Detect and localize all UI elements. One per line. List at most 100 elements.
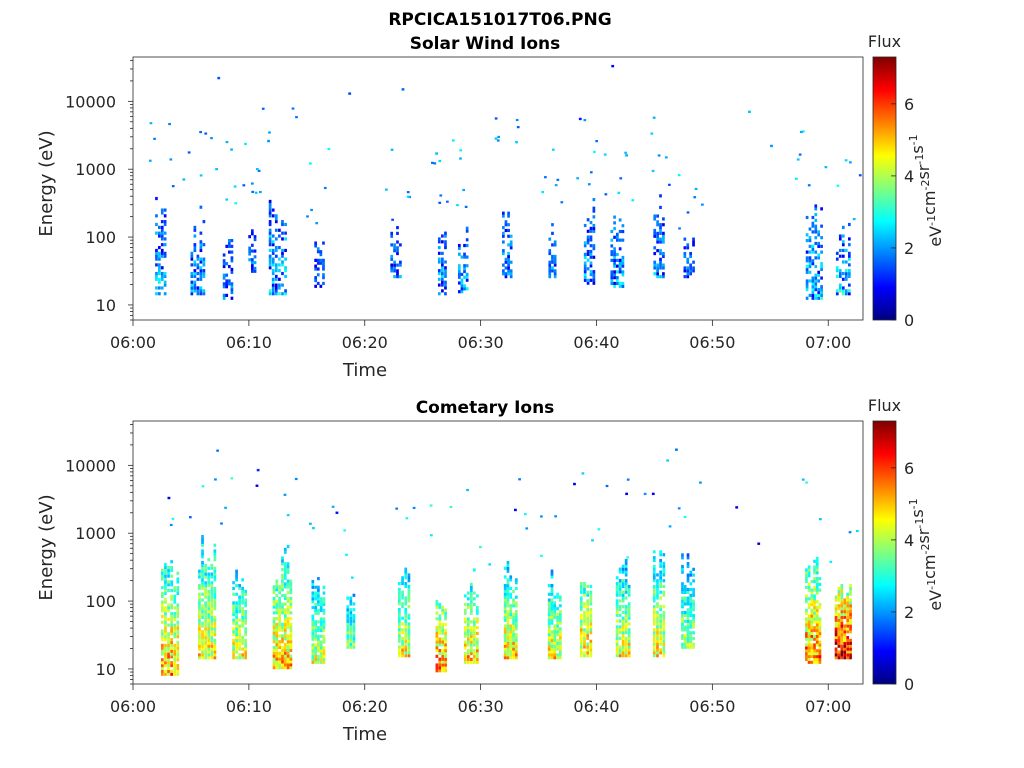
heatmap-cell — [435, 654, 439, 658]
heatmap-point — [267, 139, 270, 143]
heatmap-cell — [652, 633, 656, 638]
heatmap-cell — [281, 640, 284, 644]
heatmap-cell — [553, 604, 557, 608]
heatmap-cell — [207, 609, 211, 614]
heatmap-cell — [583, 252, 587, 256]
heatmap-cell — [201, 592, 204, 596]
heatmap-cell — [820, 262, 823, 266]
heatmap-cell — [470, 620, 473, 624]
heatmap-cell — [656, 275, 659, 279]
heatmap-cell — [592, 244, 596, 248]
heatmap-cell — [210, 589, 214, 593]
heatmap-cell — [624, 628, 628, 632]
heatmap-cell — [618, 584, 622, 589]
heatmap-cell — [589, 272, 593, 277]
heatmap-cell — [514, 612, 518, 617]
heatmap-cell — [624, 639, 628, 643]
heatmap-cell — [349, 628, 353, 632]
heatmap-cell — [316, 273, 320, 277]
heatmap-cell — [193, 286, 197, 290]
heatmap-cell — [271, 234, 275, 238]
heatmap-cell — [514, 624, 518, 628]
heatmap-cell — [689, 254, 692, 259]
heatmap-cell — [579, 633, 583, 638]
x-tick-label: 07:00 — [805, 333, 851, 352]
heatmap-cell — [662, 651, 666, 655]
heatmap-cell — [201, 537, 204, 542]
heatmap-cell — [283, 567, 287, 572]
heatmap-speckle — [466, 488, 469, 492]
heatmap-cell — [438, 663, 442, 667]
heatmap-cell — [506, 560, 510, 565]
heatmap-cell — [652, 605, 656, 609]
heatmap-cell — [621, 281, 625, 286]
heatmap-speckle — [412, 506, 416, 510]
heatmap-cell — [444, 631, 447, 635]
heatmap-cell — [437, 251, 441, 255]
heatmap-cell — [683, 628, 687, 632]
heatmap-cell — [810, 660, 814, 664]
heatmap-cell — [202, 292, 206, 296]
heatmap-cell — [404, 631, 408, 635]
heatmap-cell — [551, 257, 554, 261]
heatmap-cell — [319, 660, 323, 664]
heatmap-cell — [352, 642, 356, 646]
heatmap-cell — [274, 274, 278, 279]
heatmap-cell — [846, 635, 849, 640]
heatmap-speckle — [286, 514, 290, 517]
heatmap-cell — [201, 534, 204, 539]
heatmap-cell — [207, 615, 211, 619]
colorbar-title: Flux — [868, 32, 901, 51]
heatmap-cell — [512, 601, 515, 605]
heatmap-cell — [808, 259, 812, 263]
heatmap-cell — [176, 571, 180, 575]
heatmap-cell — [441, 631, 445, 635]
heatmap-cell — [207, 604, 211, 608]
heatmap-cell — [278, 234, 281, 238]
heatmap-cell — [811, 282, 815, 286]
heatmap-cell — [196, 292, 200, 296]
heatmap-cell — [840, 609, 844, 614]
heatmap-cell — [834, 612, 838, 617]
heatmap-cell — [167, 606, 170, 610]
heatmap-cell — [502, 240, 505, 244]
heatmap-cell — [844, 269, 848, 273]
heatmap-cell — [689, 642, 693, 646]
heatmap-cell — [193, 269, 197, 273]
heatmap-cell — [210, 618, 214, 622]
heatmap-cell — [503, 647, 507, 651]
heatmap-cell — [441, 669, 445, 673]
heatmap-cell — [507, 266, 510, 270]
heatmap-cell — [579, 590, 583, 594]
heatmap-cell — [659, 619, 663, 623]
heatmap-cell — [161, 609, 164, 613]
heatmap-cell — [210, 638, 214, 643]
heatmap-cell — [592, 226, 596, 230]
heatmap-cell — [618, 570, 622, 574]
heatmap-cell — [286, 565, 290, 569]
heatmap-cell — [435, 599, 439, 604]
heatmap-cell — [204, 627, 207, 631]
heatmap-cell — [404, 570, 408, 574]
heatmap-cell — [813, 620, 816, 624]
heatmap-cell — [586, 605, 590, 609]
heatmap-cell — [662, 231, 665, 235]
heatmap-cell — [248, 252, 251, 256]
heatmap-cell — [692, 613, 695, 618]
heatmap-cell — [155, 231, 158, 235]
heatmap-cell — [683, 645, 687, 649]
heatmap-cell — [213, 555, 217, 559]
heatmap-cell — [805, 574, 808, 578]
heatmap-speckle — [795, 177, 798, 180]
heatmap-cell — [686, 645, 690, 649]
heatmap-cell — [586, 619, 590, 623]
heatmap-cell — [847, 289, 851, 293]
heatmap-cell — [210, 621, 214, 625]
heatmap-cell — [813, 588, 816, 592]
heatmap-cell — [553, 630, 557, 634]
heatmap-cell — [213, 630, 217, 634]
heatmap-cell — [473, 568, 476, 572]
heatmap-cell — [283, 628, 287, 632]
heatmap-cell — [311, 614, 315, 618]
heatmap-cell — [548, 249, 552, 253]
